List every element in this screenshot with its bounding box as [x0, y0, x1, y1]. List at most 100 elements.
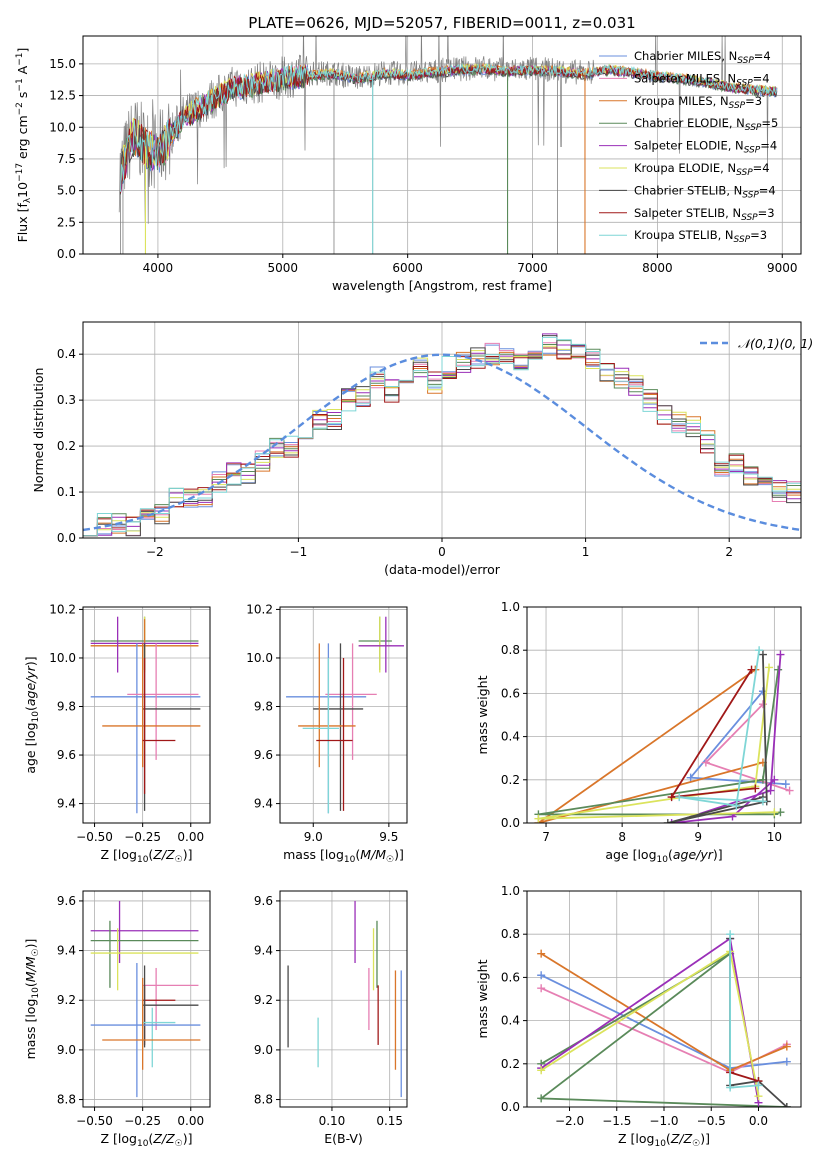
y-tick-label: 0.6 [501, 686, 520, 700]
y-tick-label: 0.4 [57, 347, 76, 361]
point-marker [675, 793, 684, 802]
point-marker [754, 1092, 763, 1101]
axes-frame [82, 35, 802, 255]
y-tick-label: 9.8 [254, 700, 273, 714]
y-tick-label: 9.2 [57, 993, 76, 1007]
mass-weight-vs-Z-panel: −2.0 −1.5 −1.0 −0.5 0.0 0.0 0.2 0.4 0.6 0.8 1.0 Z [… [475, 884, 802, 1149]
grid [527, 606, 801, 824]
point-marker [537, 1094, 546, 1103]
y-tick-label: 10.0 [49, 651, 76, 665]
mass-vs-EBV-panel: 0.10 0.15 8.8 9.0 9.2 9.4 9.6 E(B-V) [254, 890, 408, 1146]
y-tick-label: 15.0 [49, 57, 76, 71]
legend-entry: 𝒩(0,1)(0, 1) [738, 336, 813, 351]
x-axis-label: E(B-V) [324, 1131, 363, 1146]
grid [83, 891, 210, 1107]
plot-area [287, 900, 402, 1098]
y-tick-label: 9.4 [254, 797, 273, 811]
y-tick-label: 0.0 [57, 247, 76, 261]
model-line-chabrier-elodie [120, 65, 778, 195]
point-marker [776, 650, 785, 659]
point-marker [782, 1103, 791, 1107]
legend-entry: Salpeter ELODIE, NSSP=4 [634, 139, 777, 156]
x-tick-label: 0.0 [749, 1114, 768, 1128]
y-axis-label: mass [log10(M/M☉)] [23, 939, 41, 1060]
x-tick-label: 0 [438, 545, 446, 559]
plot-area [90, 900, 201, 1098]
hist-step-chabrier-stelib [83, 335, 801, 537]
model-line-kroupa-stelib [120, 62, 778, 192]
histogram-panel: −2 −1 0 1 2 0.0 0.1 0.2 0.3 0.4 𝒩(0,1)(0, 1) (data-… [31, 321, 813, 577]
point-marker [667, 793, 676, 802]
y-tick-label: 10.0 [246, 651, 273, 665]
y-tick-label: 9.8 [57, 700, 76, 714]
normal-curve [83, 353, 801, 532]
y-axis-label: Flux [fλ10−17 erg cm−2 s−1 A−1] [15, 48, 33, 243]
hist-step-salpeter-stelib [83, 347, 801, 537]
model-line-salpeter-stelib [120, 64, 778, 194]
y-tick-label: 0.0 [501, 1100, 520, 1114]
y-tick-label: 9.2 [254, 993, 273, 1007]
y-tick-label: 0.4 [501, 730, 520, 744]
x-tick-label: 5000 [268, 261, 299, 275]
y-axis-label: Normed distribution [31, 368, 46, 493]
x-tick-label: −0.50 [76, 1114, 113, 1128]
x-tick-label: 10 [767, 830, 782, 844]
plot-area [286, 616, 404, 814]
y-tick-label: 9.6 [57, 894, 76, 908]
point-marker [770, 775, 779, 784]
point-marker [726, 930, 735, 939]
x-tick-label: −1.0 [649, 1114, 678, 1128]
y-axis-label: age [log10(age/yr)] [23, 656, 41, 773]
point-marker [782, 1057, 791, 1066]
y-tick-label: 0.3 [57, 393, 76, 407]
x-tick-label: 0.00 [177, 830, 204, 844]
x-tick-label: 0.10 [319, 1114, 346, 1128]
grid [280, 891, 407, 1107]
x-tick-label: 8 [618, 830, 626, 844]
point-marker [770, 808, 779, 817]
legend-entry: Kroupa STELIB, NSSP=3 [634, 228, 767, 245]
y-tick-label: 0.8 [501, 927, 520, 941]
point-marker [537, 1066, 546, 1075]
weight-line-kroupa-elodie [538, 667, 775, 820]
y-tick-label: 1.0 [501, 600, 520, 614]
point-marker [747, 665, 756, 674]
model-line-chabrier-stelib [120, 64, 778, 195]
y-tick-label: 0.6 [501, 970, 520, 984]
age-vs-Z-panel: −0.50 −0.25 0.00 9.4 9.6 9.8 10.0 10.2 Z [log10(… [23, 602, 211, 865]
weight-line-chabrier-elodie [538, 669, 781, 816]
x-axis-label: age [log10(age/yr)] [605, 847, 722, 865]
grid [83, 607, 210, 823]
x-axis-label: Z [log10(Z/Z☉)] [101, 1131, 193, 1149]
point-marker [755, 646, 764, 655]
x-axis-label: wavelength [Angstrom, rest frame] [332, 278, 552, 293]
axes-frame [526, 606, 802, 824]
x-tick-label: 4000 [143, 261, 174, 275]
axes-frame [82, 606, 211, 824]
y-tick-label: 10.2 [246, 602, 273, 616]
y-tick-label: 9.6 [57, 748, 76, 762]
plot-area [83, 333, 801, 537]
x-tick-label: 2 [725, 545, 733, 559]
grid [527, 890, 801, 1108]
point-marker [758, 650, 767, 659]
spectrum-panel: 4000 5000 6000 7000 8000 9000 0.0 2.5 5.0 7.5 10.0… [15, 35, 802, 293]
point-marker [686, 773, 695, 782]
legend-entry: Chabrier ELODIE, NSSP=5 [634, 116, 778, 133]
y-tick-label: 8.8 [57, 1093, 76, 1107]
x-tick-label: −1.5 [602, 1114, 631, 1128]
legend-entry: Chabrier STELIB, NSSP=4 [634, 183, 776, 200]
y-tick-label: 10.2 [49, 602, 76, 616]
axes-frame [82, 890, 211, 1108]
point-marker [537, 949, 546, 958]
point-marker [754, 1081, 763, 1090]
point-marker [663, 819, 672, 823]
x-tick-label: 0.00 [177, 1114, 204, 1128]
y-tick-label: 0.0 [501, 816, 520, 830]
legend: Chabrier MILES, NSSP=4 Salpeter MILES, NS… [599, 49, 778, 245]
weight-line-salpeter-stelib [729, 1071, 759, 1082]
plot-area [537, 930, 791, 1107]
axes-frame [279, 890, 408, 1108]
y-tick-label: 5.0 [57, 184, 76, 198]
x-axis-label: (data-model)/error [384, 562, 501, 577]
